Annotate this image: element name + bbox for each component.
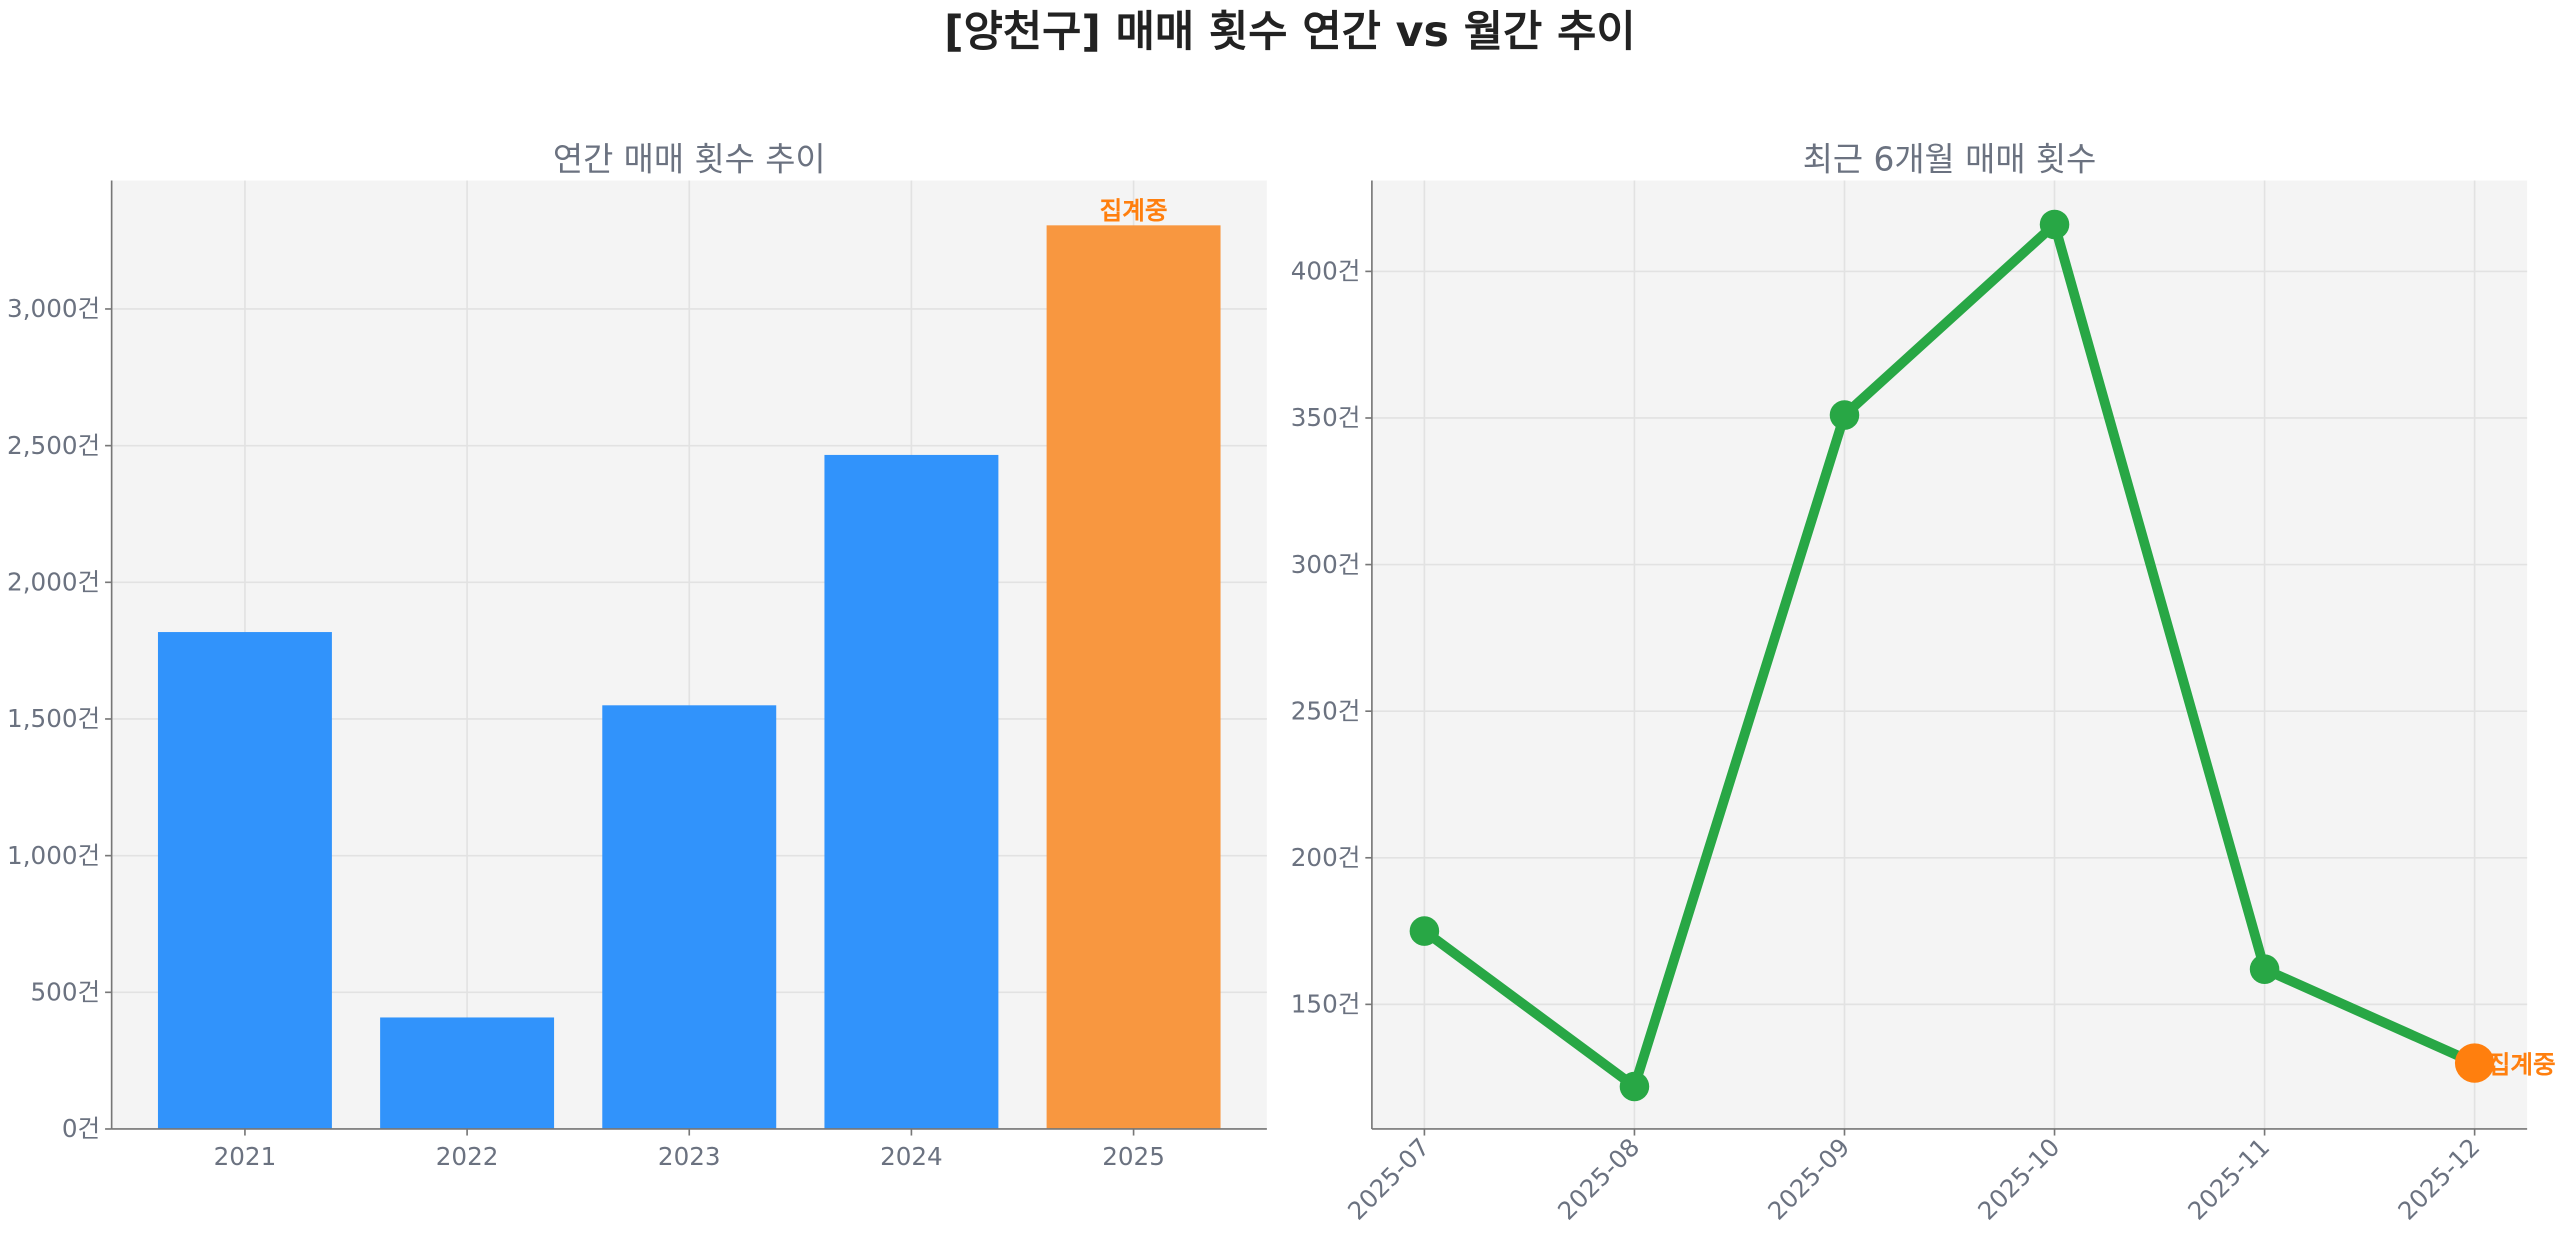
bar-xtick-label: 2023: [658, 1142, 721, 1171]
bar-2022: [380, 1017, 555, 1129]
line-xtick-label: 2025-12: [2392, 1132, 2485, 1225]
bar-ytick-label: 0건: [62, 1114, 100, 1143]
line-xtick-label: 2025-09: [1762, 1132, 1855, 1225]
line-point-2025-10: [2039, 209, 2070, 240]
line-ytick-label: 400건: [1291, 257, 1361, 286]
bar-2025: [1046, 225, 1221, 1129]
bar-xtick-label: 2024: [880, 1142, 943, 1171]
bar-2023: [602, 705, 777, 1129]
bar-ytick-label: 2,500건: [7, 431, 100, 460]
line-point-2025-09: [1829, 400, 1860, 430]
line-ytick-label: 300건: [1291, 550, 1361, 579]
bar-xtick-label: 2022: [436, 1142, 499, 1171]
line-ytick-label: 350건: [1291, 403, 1361, 432]
bar-ytick-label: 500건: [31, 978, 101, 1007]
line-xtick-label: 2025-08: [1552, 1132, 1645, 1225]
bar-chart-title: 연간 매매 횟수 추이: [553, 141, 826, 179]
line-highlight-point: [2454, 1043, 2495, 1083]
line-plot-area: [1371, 180, 2528, 1129]
bar-ytick-label: 1,500건: [7, 704, 100, 733]
line-series: [1421, 219, 2477, 1092]
bar-xtick-label: 2021: [214, 1142, 277, 1171]
bar-chart: 연간 매매 횟수 추이 0건 500건 1,000건 1,500건 2,000건 2,50…: [7, 141, 1267, 1171]
bar-ytick-label: 2,000건: [7, 568, 100, 597]
bar-ytick-label: 1,000건: [7, 841, 100, 870]
line-chart-title: 최근 6개월 매매 횟수: [1803, 141, 2097, 179]
line-ytick-label: 200건: [1291, 843, 1361, 872]
line-ytick-label: 150건: [1291, 990, 1361, 1019]
bar-annotation: 집계중: [1100, 196, 1168, 225]
line-xtick-label: 2025-07: [1342, 1132, 1435, 1225]
line-xtick-label: 2025-11: [2182, 1132, 2275, 1225]
line-point-2025-08: [1619, 1071, 1650, 1102]
line-point-2025-11: [2249, 954, 2280, 984]
bar-2021: [157, 632, 332, 1129]
figure-title: [양천구] 매매 횟수 연간 vs 월간 추이: [944, 7, 1635, 57]
line-ytick-label: 250건: [1291, 696, 1361, 725]
bar-ytick-label: 3,000건: [7, 294, 100, 323]
line-annotation: 집계중: [2488, 1050, 2556, 1079]
line-xtick-label: 2025-10: [1972, 1132, 2065, 1225]
bar-xtick-label: 2025: [1102, 1142, 1165, 1171]
bar-2024: [824, 454, 999, 1129]
line-point-2025-07: [1409, 916, 1440, 946]
line-chart: 최근 6개월 매매 횟수 150건 200건 250건 300건 350건 400건 202…: [1291, 141, 2556, 1226]
